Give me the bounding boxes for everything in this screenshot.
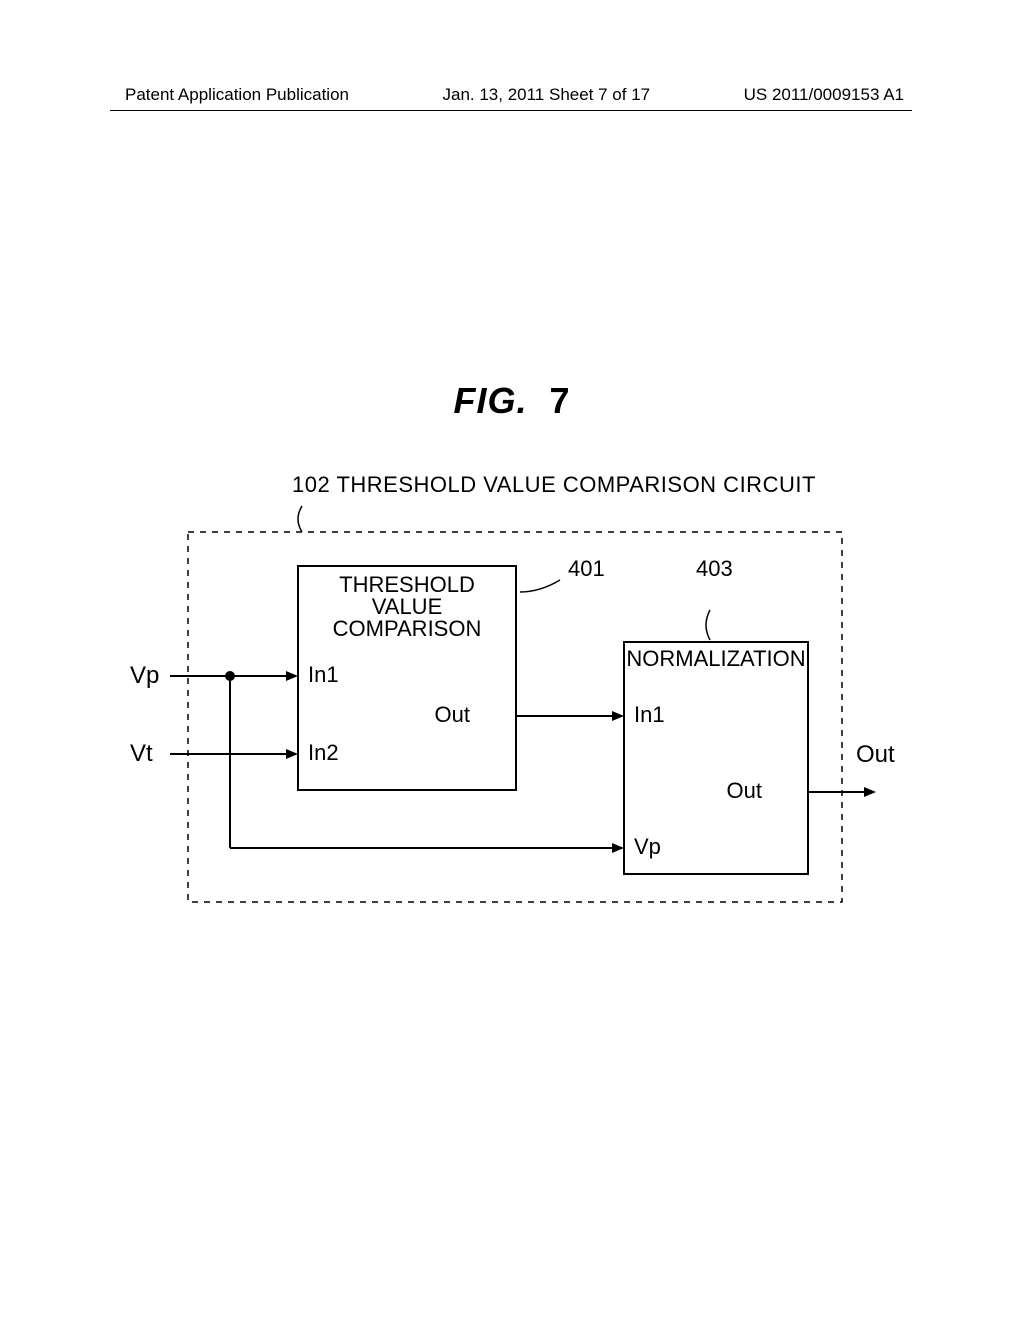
- arrowhead-icon: [612, 843, 624, 853]
- port-label-out: Out: [727, 778, 762, 803]
- header-left: Patent Application Publication: [125, 85, 349, 105]
- port-label-in1: In1: [634, 702, 665, 727]
- signal-out-label: Out: [856, 741, 895, 768]
- circuit-name: THRESHOLD VALUE COMPARISON CIRCUIT: [336, 472, 815, 497]
- port-label-in2: In2: [308, 740, 339, 765]
- header-rule: [110, 110, 912, 111]
- figure-title-prefix: FIG.: [453, 380, 527, 421]
- leader-line: [298, 506, 302, 532]
- signal-vp-label: Vp: [130, 662, 159, 689]
- normalization-block-title: NORMALIZATION: [626, 646, 805, 671]
- arrowhead-icon: [286, 671, 298, 681]
- leader-line: [520, 580, 560, 592]
- signal-vt-label: Vt: [130, 740, 153, 767]
- arrowhead-icon: [612, 711, 624, 721]
- ref-401: 401: [568, 556, 605, 581]
- arrowhead-icon: [864, 787, 876, 797]
- threshold-block-title: COMPARISON: [333, 616, 482, 641]
- leader-line: [706, 610, 710, 640]
- circuit-ref-number: 102: [292, 472, 330, 497]
- port-label-vp: Vp: [634, 834, 661, 859]
- port-label-out: Out: [435, 702, 470, 727]
- ref-403: 403: [696, 556, 733, 581]
- port-label-in1: In1: [308, 662, 339, 687]
- arrowhead-icon: [286, 749, 298, 759]
- circuit-title: 102 THRESHOLD VALUE COMPARISON CIRCUIT: [292, 472, 816, 498]
- header-right: US 2011/0009153 A1: [744, 85, 904, 105]
- figure-title-number: 7: [549, 380, 570, 421]
- figure-title: FIG. 7: [0, 380, 1024, 422]
- header-center: Jan. 13, 2011 Sheet 7 of 17: [442, 85, 650, 105]
- page-header: Patent Application Publication Jan. 13, …: [0, 85, 1024, 105]
- diagram: THRESHOLDVALUECOMPARISONIn1In2Out401NORM…: [130, 504, 900, 934]
